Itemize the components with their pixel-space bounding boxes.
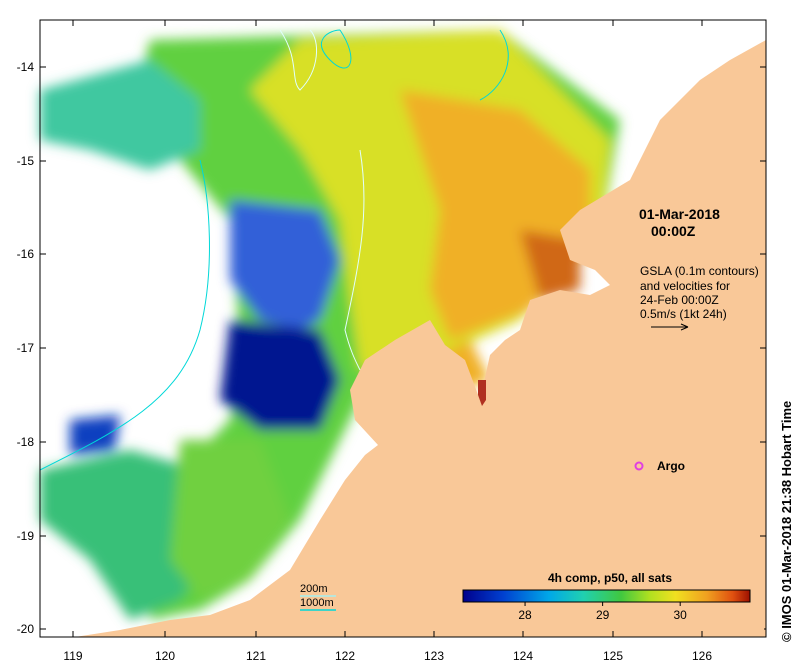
river-mouth-marker xyxy=(478,380,486,406)
colorbar-gradient xyxy=(462,589,751,603)
map-border xyxy=(39,19,767,638)
lat-tick-label: -15 xyxy=(17,154,35,168)
lon-tick-label: 120 xyxy=(155,649,175,663)
sst-field xyxy=(40,30,620,620)
colorbar-tick-label: 29 xyxy=(596,608,610,622)
lat-tick-label: -20 xyxy=(17,622,35,636)
lat-tick-label: -16 xyxy=(17,247,35,261)
lat-tick-label: -17 xyxy=(17,341,35,355)
colorbar-tick-label: 30 xyxy=(674,608,688,622)
composite-date: 01-Mar-2018 xyxy=(639,206,720,222)
credit-text: © IMOS 01-Mar-2018 21:38 Hobart Time xyxy=(779,400,794,642)
gsla-line: GSLA (0.1m contours) xyxy=(640,264,759,278)
velocity-scale-arrowhead xyxy=(680,323,689,331)
gsla-annotation: GSLA (0.1m contours) and velocities for … xyxy=(640,264,759,331)
lat-tick-label: -18 xyxy=(17,435,35,449)
contour-legend: 200m 1000m xyxy=(300,583,336,611)
lon-tick-label: 123 xyxy=(424,649,444,663)
lon-tick-label: 124 xyxy=(513,649,533,663)
gsla-line: 24-Feb 00:00Z xyxy=(640,293,719,307)
australia-landmass xyxy=(75,20,766,637)
bathymetry-contours xyxy=(39,29,509,471)
lat-tick-label: -19 xyxy=(17,529,35,543)
lon-tick-label: 126 xyxy=(692,649,712,663)
lat-tick-labels: -14 -15 -16 -17 -18 -19 -20 xyxy=(17,60,35,636)
date-annotation: 01-Mar-2018 00:00Z xyxy=(639,206,720,239)
colorbar: 4h comp, p50, all sats 28 29 30 xyxy=(454,570,764,630)
gsla-line: and velocities for xyxy=(640,279,730,293)
argo-marker-group: Argo xyxy=(634,459,685,473)
lon-tick-label: 125 xyxy=(603,649,623,663)
lon-tick-label: 121 xyxy=(246,649,266,663)
lat-tick-label: -14 xyxy=(17,60,35,74)
colorbar-title: 4h comp, p50, all sats xyxy=(548,571,672,585)
composite-time: 00:00Z xyxy=(651,223,696,239)
lon-tick-label: 122 xyxy=(335,649,355,663)
axis-ticks xyxy=(40,20,766,637)
lon-tick-labels: 119 120 121 122 123 124 125 126 xyxy=(63,649,712,663)
colorbar-tick-label: 28 xyxy=(518,608,532,622)
gsla-line: 0.5m/s (1kt 24h) xyxy=(640,307,727,321)
argo-label: Argo xyxy=(657,459,685,473)
contour-1000-label: 1000m xyxy=(300,597,334,609)
argo-marker-icon xyxy=(634,461,644,471)
colorbar-ticks: 28 29 30 xyxy=(518,602,687,622)
lon-tick-label: 119 xyxy=(63,649,82,663)
contour-200-label: 200m xyxy=(300,583,328,595)
